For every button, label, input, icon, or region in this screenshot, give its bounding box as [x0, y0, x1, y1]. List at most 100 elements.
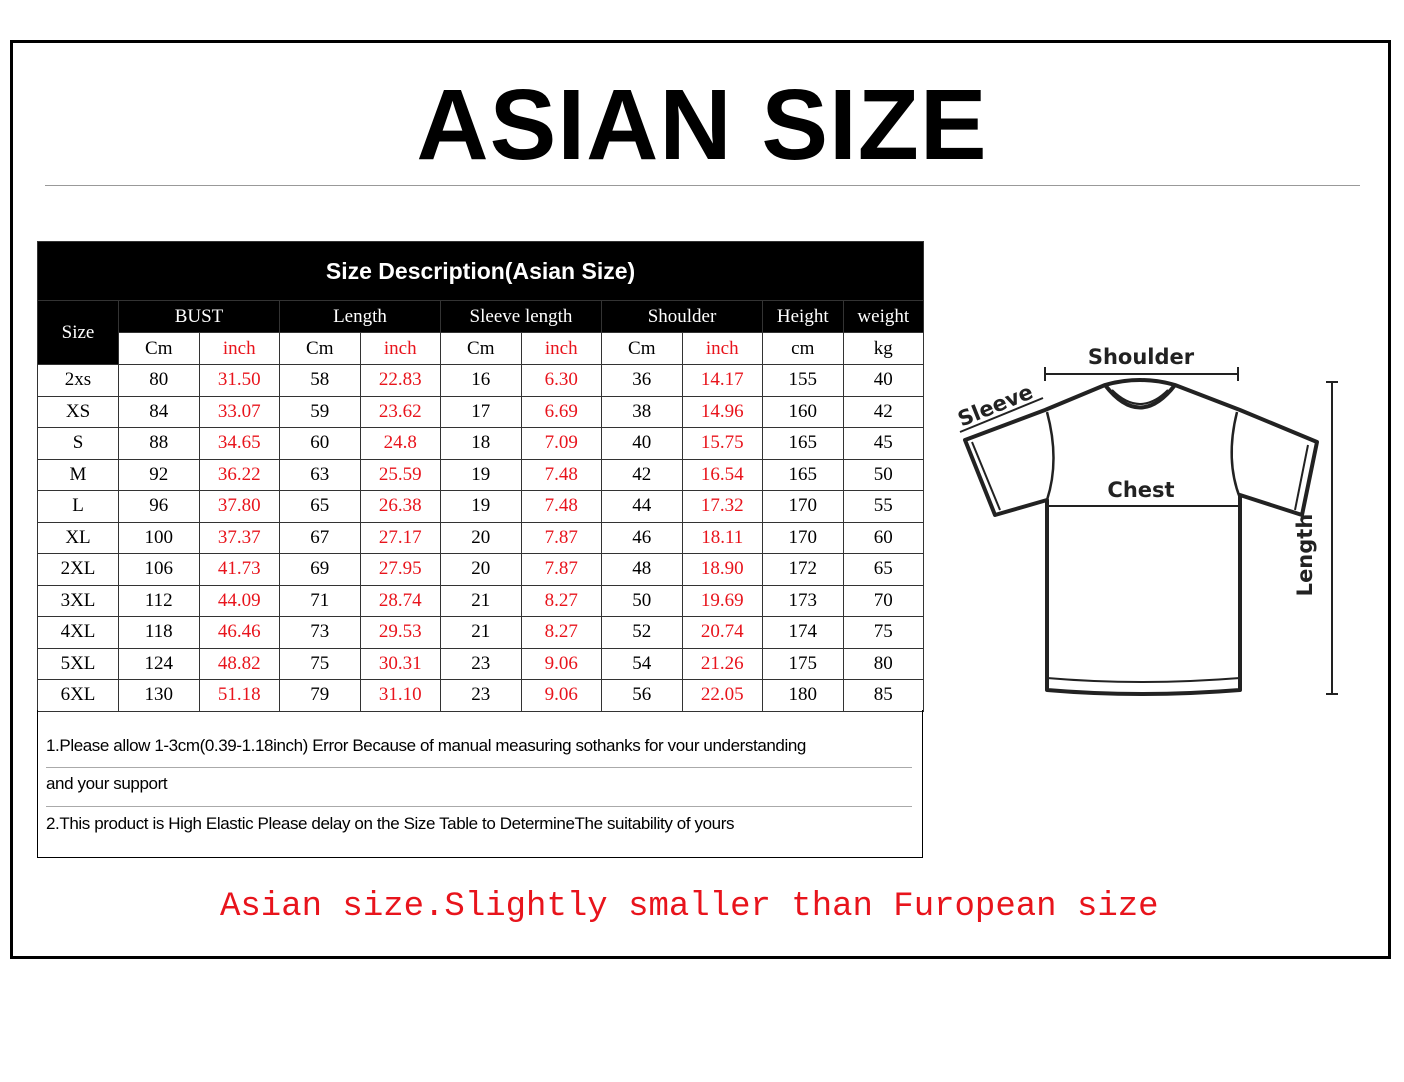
- value-cell: 28.74: [359, 584, 441, 617]
- page-title: ASIAN SIZE: [416, 69, 988, 181]
- value-cell: 29.53: [359, 616, 441, 649]
- value-cell: 7.09: [520, 427, 602, 460]
- value-cell: 31.50: [198, 364, 280, 397]
- table-row: M 92 36.22 63 25.59 19 7.48 42 16.54 165 50: [37, 458, 925, 491]
- value-cell: 170: [762, 490, 844, 523]
- column-group-header: Length: [279, 300, 441, 333]
- column-group-header: Sleeve length: [440, 300, 602, 333]
- value-cell: 58: [279, 364, 361, 397]
- value-cell: 27.95: [359, 553, 441, 586]
- value-cell: 54: [601, 647, 683, 680]
- table-row: XS 84 33.07 59 23.62 17 6.69 38 14.96 160 42: [37, 395, 925, 428]
- value-cell: 155: [762, 364, 844, 397]
- value-cell: 33.07: [198, 395, 280, 428]
- size-cell: 3XL: [37, 584, 119, 617]
- value-cell: 17.32: [681, 490, 763, 523]
- value-cell: 30.31: [359, 647, 441, 680]
- value-cell: 160: [762, 395, 844, 428]
- table-row: S 88 34.65 60 24.8 18 7.09 40 15.75 165 45: [37, 427, 925, 460]
- tshirt-outline: [963, 378, 1319, 696]
- size-header: Size: [37, 300, 119, 365]
- value-cell: 45: [842, 427, 925, 460]
- value-cell: 36.22: [198, 458, 280, 491]
- value-cell: 174: [762, 616, 844, 649]
- chest-label: Chest: [1107, 478, 1174, 502]
- unit-header: inch: [359, 332, 441, 365]
- value-cell: 42: [842, 395, 925, 428]
- value-cell: 16: [440, 364, 522, 397]
- value-cell: 36: [601, 364, 683, 397]
- value-cell: 130: [118, 679, 200, 712]
- unit-header: Cm: [440, 332, 522, 365]
- note-1-continued: and your support: [46, 774, 168, 793]
- shoulder-label: Shoulder: [1088, 345, 1195, 369]
- footer-note: Asian size.Slightly smaller than Furopea…: [220, 888, 1159, 926]
- value-cell: 84: [118, 395, 200, 428]
- value-cell: 23: [440, 679, 522, 712]
- size-cell: 2xs: [37, 364, 119, 397]
- value-cell: 22.83: [359, 364, 441, 397]
- value-cell: 170: [762, 521, 844, 554]
- size-cell: S: [37, 427, 119, 460]
- column-group-header: weight: [842, 300, 925, 333]
- value-cell: 92: [118, 458, 200, 491]
- value-cell: 21.26: [681, 647, 763, 680]
- value-cell: 21: [440, 584, 522, 617]
- sleeve-label: Sleeve: [954, 380, 1036, 432]
- value-cell: 34.65: [198, 427, 280, 460]
- value-cell: 25.59: [359, 458, 441, 491]
- value-cell: 65: [842, 553, 925, 586]
- value-cell: 175: [762, 647, 844, 680]
- value-cell: 63: [279, 458, 361, 491]
- value-cell: 75: [279, 647, 361, 680]
- value-cell: 20: [440, 553, 522, 586]
- unit-header: inch: [681, 332, 763, 365]
- note-1: 1.Please allow 1-3cm(0.39-1.18inch) Erro…: [46, 736, 806, 755]
- table-row: 2xs 80 31.50 58 22.83 16 6.30 36 14.17 155 40: [37, 364, 925, 397]
- table-row: 3XL 112 44.09 71 28.74 21 8.27 50 19.69 173 70: [37, 584, 925, 617]
- value-cell: 40: [601, 427, 683, 460]
- value-cell: 23: [440, 647, 522, 680]
- notes: 1.Please allow 1-3cm(0.39-1.18inch) Erro…: [37, 710, 923, 858]
- page-frame: [10, 40, 1391, 959]
- value-cell: 48.82: [198, 647, 280, 680]
- value-cell: 180: [762, 679, 844, 712]
- length-label: Length: [1293, 514, 1317, 597]
- value-cell: 173: [762, 584, 844, 617]
- value-cell: 165: [762, 458, 844, 491]
- size-cell: XS: [37, 395, 119, 428]
- value-cell: 88: [118, 427, 200, 460]
- table-row: 6XL 130 51.18 79 31.10 23 9.06 56 22.05 180 85: [37, 679, 925, 712]
- value-cell: 124: [118, 647, 200, 680]
- value-cell: 7.48: [520, 458, 602, 491]
- value-cell: 42: [601, 458, 683, 491]
- table-row: 5XL 124 48.82 75 30.31 23 9.06 54 21.26 175 80: [37, 647, 925, 680]
- value-cell: 19: [440, 490, 522, 523]
- value-cell: 40: [842, 364, 925, 397]
- value-cell: 37.37: [198, 521, 280, 554]
- value-cell: 118: [118, 616, 200, 649]
- value-cell: 44: [601, 490, 683, 523]
- value-cell: 14.96: [681, 395, 763, 428]
- value-cell: 172: [762, 553, 844, 586]
- value-cell: 38: [601, 395, 683, 428]
- tshirt-diagram: Shoulder Sleeve Chest Length: [954, 345, 1338, 696]
- value-cell: 80: [842, 647, 925, 680]
- value-cell: 52: [601, 616, 683, 649]
- value-cell: 60: [279, 427, 361, 460]
- value-cell: 7.87: [520, 521, 602, 554]
- size-cell: 5XL: [37, 647, 119, 680]
- value-cell: 26.38: [359, 490, 441, 523]
- size-cell: 6XL: [37, 679, 119, 712]
- note-divider: [46, 767, 912, 768]
- value-cell: 21: [440, 616, 522, 649]
- value-cell: 73: [279, 616, 361, 649]
- value-cell: 48: [601, 553, 683, 586]
- value-cell: 6.30: [520, 364, 602, 397]
- value-cell: 165: [762, 427, 844, 460]
- size-cell: M: [37, 458, 119, 491]
- value-cell: 85: [842, 679, 925, 712]
- value-cell: 19.69: [681, 584, 763, 617]
- value-cell: 46.46: [198, 616, 280, 649]
- value-cell: 59: [279, 395, 361, 428]
